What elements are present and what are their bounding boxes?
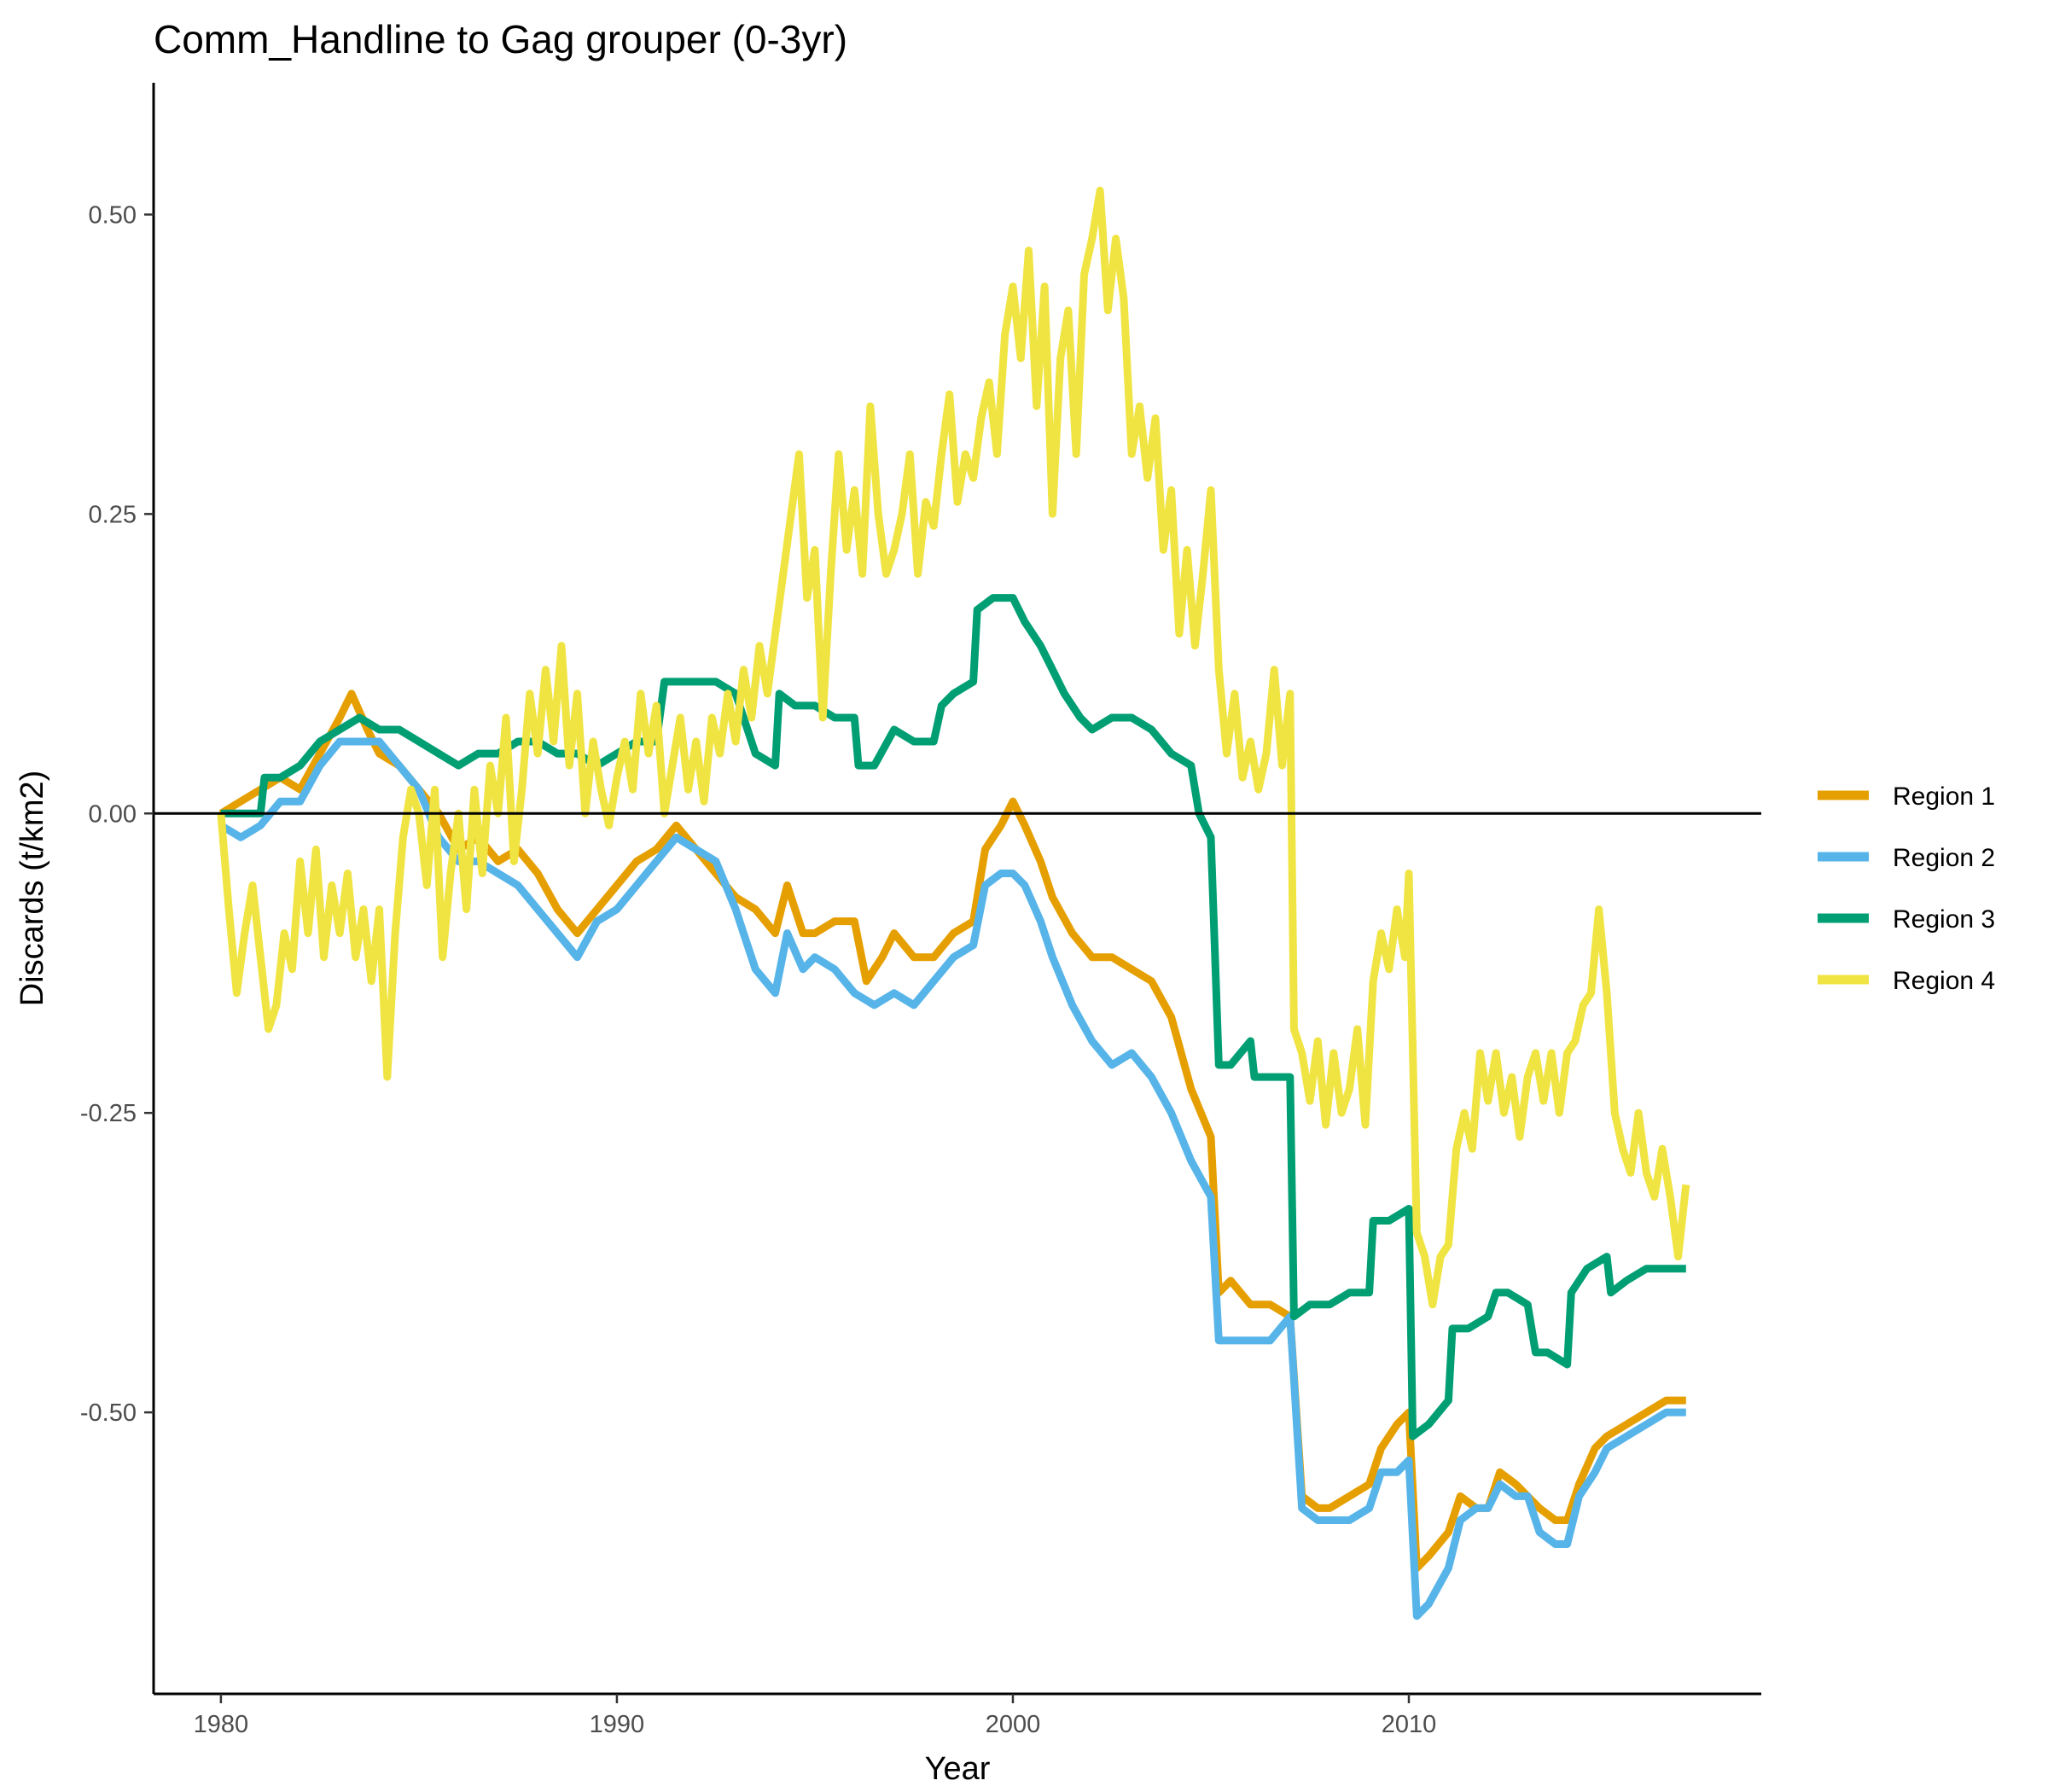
chart-title: Comm_Handline to Gag grouper (0-3yr) [154,17,847,61]
legend-label-region-2: Region 2 [1893,844,1995,872]
series-line-region-4 [217,186,1690,1309]
legend-label-region-1: Region 1 [1893,783,1995,811]
x-axis-ticks: 1980 1990 2000 2010 [194,1694,1437,1738]
y-tick-label: 0.25 [89,501,137,528]
x-tick-label: 2000 [986,1711,1041,1738]
legend-label-region-3: Region 3 [1893,905,1995,934]
y-tick-label: 0.50 [89,201,137,229]
y-axis-title: Discards (t/km2) [15,771,50,1007]
x-tick-label: 2010 [1382,1711,1437,1738]
legend-label-region-4: Region 4 [1893,967,1995,995]
y-axis-ticks: 0.50 0.25 0.00 -0.25 -0.50 [80,201,154,1427]
y-tick-label: 0.00 [89,800,137,828]
x-axis-title: Year [925,1751,991,1787]
legend: Region 1 Region 2 Region 3 Region 4 [1818,783,1995,995]
x-tick-label: 1980 [194,1711,249,1738]
plot-area [154,186,1761,1620]
y-tick-label: -0.25 [80,1100,137,1127]
x-tick-label: 1990 [590,1711,645,1738]
series-line-region-3 [220,594,1686,1440]
y-tick-label: -0.50 [80,1399,137,1427]
series-line-region-2 [218,737,1686,1620]
